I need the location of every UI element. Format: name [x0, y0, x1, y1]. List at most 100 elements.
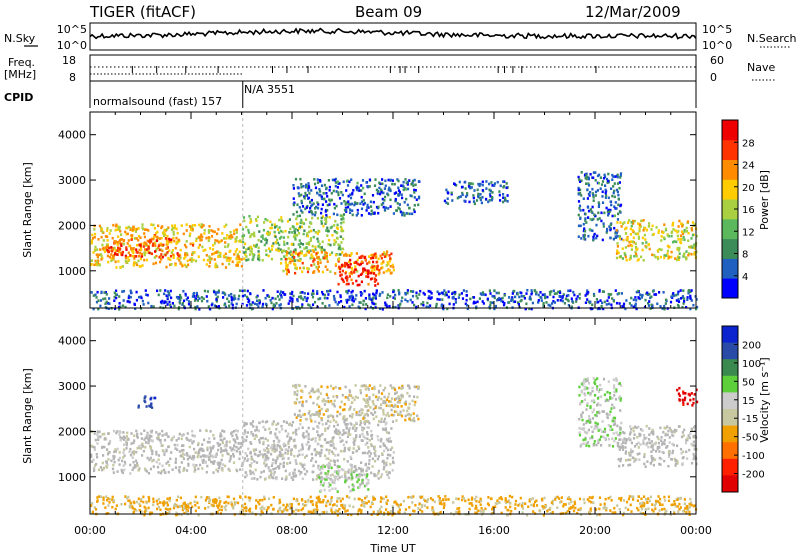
scatter-pixel — [387, 431, 391, 435]
scatter-pixel — [256, 303, 259, 306]
scatter-pixel — [107, 250, 110, 254]
scatter-pixel — [345, 427, 348, 430]
scatter-pixel — [417, 203, 420, 207]
scatter-pixel — [130, 236, 134, 240]
scatter-pixel — [259, 475, 262, 479]
scatter-pixel — [361, 384, 364, 388]
scatter-pixel — [621, 438, 625, 442]
scatter-pixel — [350, 294, 353, 298]
scatter-pixel — [114, 224, 118, 228]
scatter-pixel — [308, 192, 311, 195]
scatter-pixel — [491, 191, 494, 194]
scatter-pixel — [345, 301, 349, 304]
scatter-pixel — [319, 297, 322, 300]
scatter-pixel — [328, 216, 331, 219]
scatter-pixel — [193, 447, 196, 451]
scatter-pixel — [275, 459, 278, 462]
scatter-pixel — [228, 304, 231, 308]
scatter-pixel — [589, 208, 592, 211]
scatter-pixel — [612, 378, 615, 381]
scatter-pixel — [265, 241, 268, 245]
scatter-pixel — [578, 417, 581, 421]
scatter-pixel — [350, 202, 353, 206]
scatter-pixel — [312, 228, 315, 232]
scatter-pixel — [242, 246, 245, 249]
scatter-pixel — [382, 442, 385, 445]
scatter-pixel — [519, 299, 522, 303]
scatter-pixel — [398, 291, 401, 294]
scatter-pixel — [691, 221, 695, 224]
scatter-pixel — [411, 179, 415, 183]
scatter-pixel — [656, 445, 659, 449]
scatter-pixel — [317, 229, 320, 233]
scatter-pixel — [387, 188, 390, 192]
scatter-pixel — [280, 296, 283, 299]
scatter-pixel — [498, 193, 501, 197]
scatter-pixel — [472, 296, 476, 299]
scatter-pixel — [188, 225, 191, 228]
scatter-pixel — [320, 222, 323, 225]
scatter-pixel — [473, 202, 476, 206]
scatter-pixel — [353, 203, 356, 207]
scatter-pixel — [675, 293, 678, 297]
scatter-pixel — [125, 435, 128, 438]
scatter-pixel — [381, 452, 384, 455]
scatter-pixel — [591, 218, 594, 222]
scatter-pixel — [635, 307, 638, 310]
scatter-pixel — [272, 420, 275, 423]
scatter-pixel — [580, 179, 583, 182]
scatter-pixel — [243, 429, 247, 432]
scatter-pixel — [644, 238, 647, 241]
scatter-pixel — [157, 433, 160, 436]
scatter-pixel — [306, 204, 309, 208]
scatter-pixel — [143, 251, 146, 254]
scatter-pixel — [293, 393, 296, 396]
scatter-pixel — [667, 450, 670, 454]
scatter-pixel — [266, 294, 269, 297]
scatter-pixel — [406, 180, 409, 184]
scatter-pixel — [622, 302, 626, 306]
scatter-pixel — [365, 275, 368, 278]
scatter-pixel — [342, 180, 345, 184]
colorbar-segment — [722, 120, 738, 141]
scatter-pixel — [403, 200, 406, 204]
scatter-pixel — [594, 394, 597, 397]
scatter-pixel — [621, 448, 625, 451]
scatter-pixel — [110, 459, 113, 463]
scatter-pixel — [291, 255, 294, 259]
scatter-pixel — [98, 263, 101, 267]
scatter-pixel — [366, 398, 369, 401]
scatter-pixel — [622, 441, 625, 444]
scatter-pixel — [381, 197, 384, 201]
scatter-pixel — [243, 257, 246, 261]
scatter-pixel — [303, 229, 306, 232]
scatter-pixel — [335, 428, 338, 431]
scatter-pixel — [334, 454, 337, 457]
scatter-pixel — [201, 461, 205, 464]
scatter-pixel — [317, 388, 320, 391]
scatter-pixel — [592, 443, 595, 447]
scatter-pixel — [345, 282, 348, 286]
scatter-pixel — [174, 461, 177, 464]
scatter-pixel — [204, 248, 207, 252]
scatter-pixel — [586, 175, 589, 179]
scatter-pixel — [687, 434, 690, 437]
scatter-pixel — [333, 178, 336, 182]
scatter-pixel — [466, 304, 469, 307]
scatter-pixel — [164, 237, 167, 240]
scatter-pixel — [299, 245, 302, 249]
scatter-pixel — [364, 388, 367, 391]
scatter-pixel — [278, 304, 281, 307]
scatter-pixel — [621, 305, 624, 308]
scatter-pixel — [377, 391, 381, 394]
scatter-pixel — [573, 293, 576, 297]
scatter-pixel — [214, 293, 217, 296]
scatter-pixel — [230, 298, 233, 302]
scatter-pixel — [577, 224, 581, 228]
power-scatter-pixels — [90, 171, 699, 311]
scatter-pixel — [262, 453, 265, 457]
scatter-pixel — [406, 183, 409, 186]
scatter-pixel — [193, 299, 197, 302]
scatter-pixel — [293, 256, 296, 259]
